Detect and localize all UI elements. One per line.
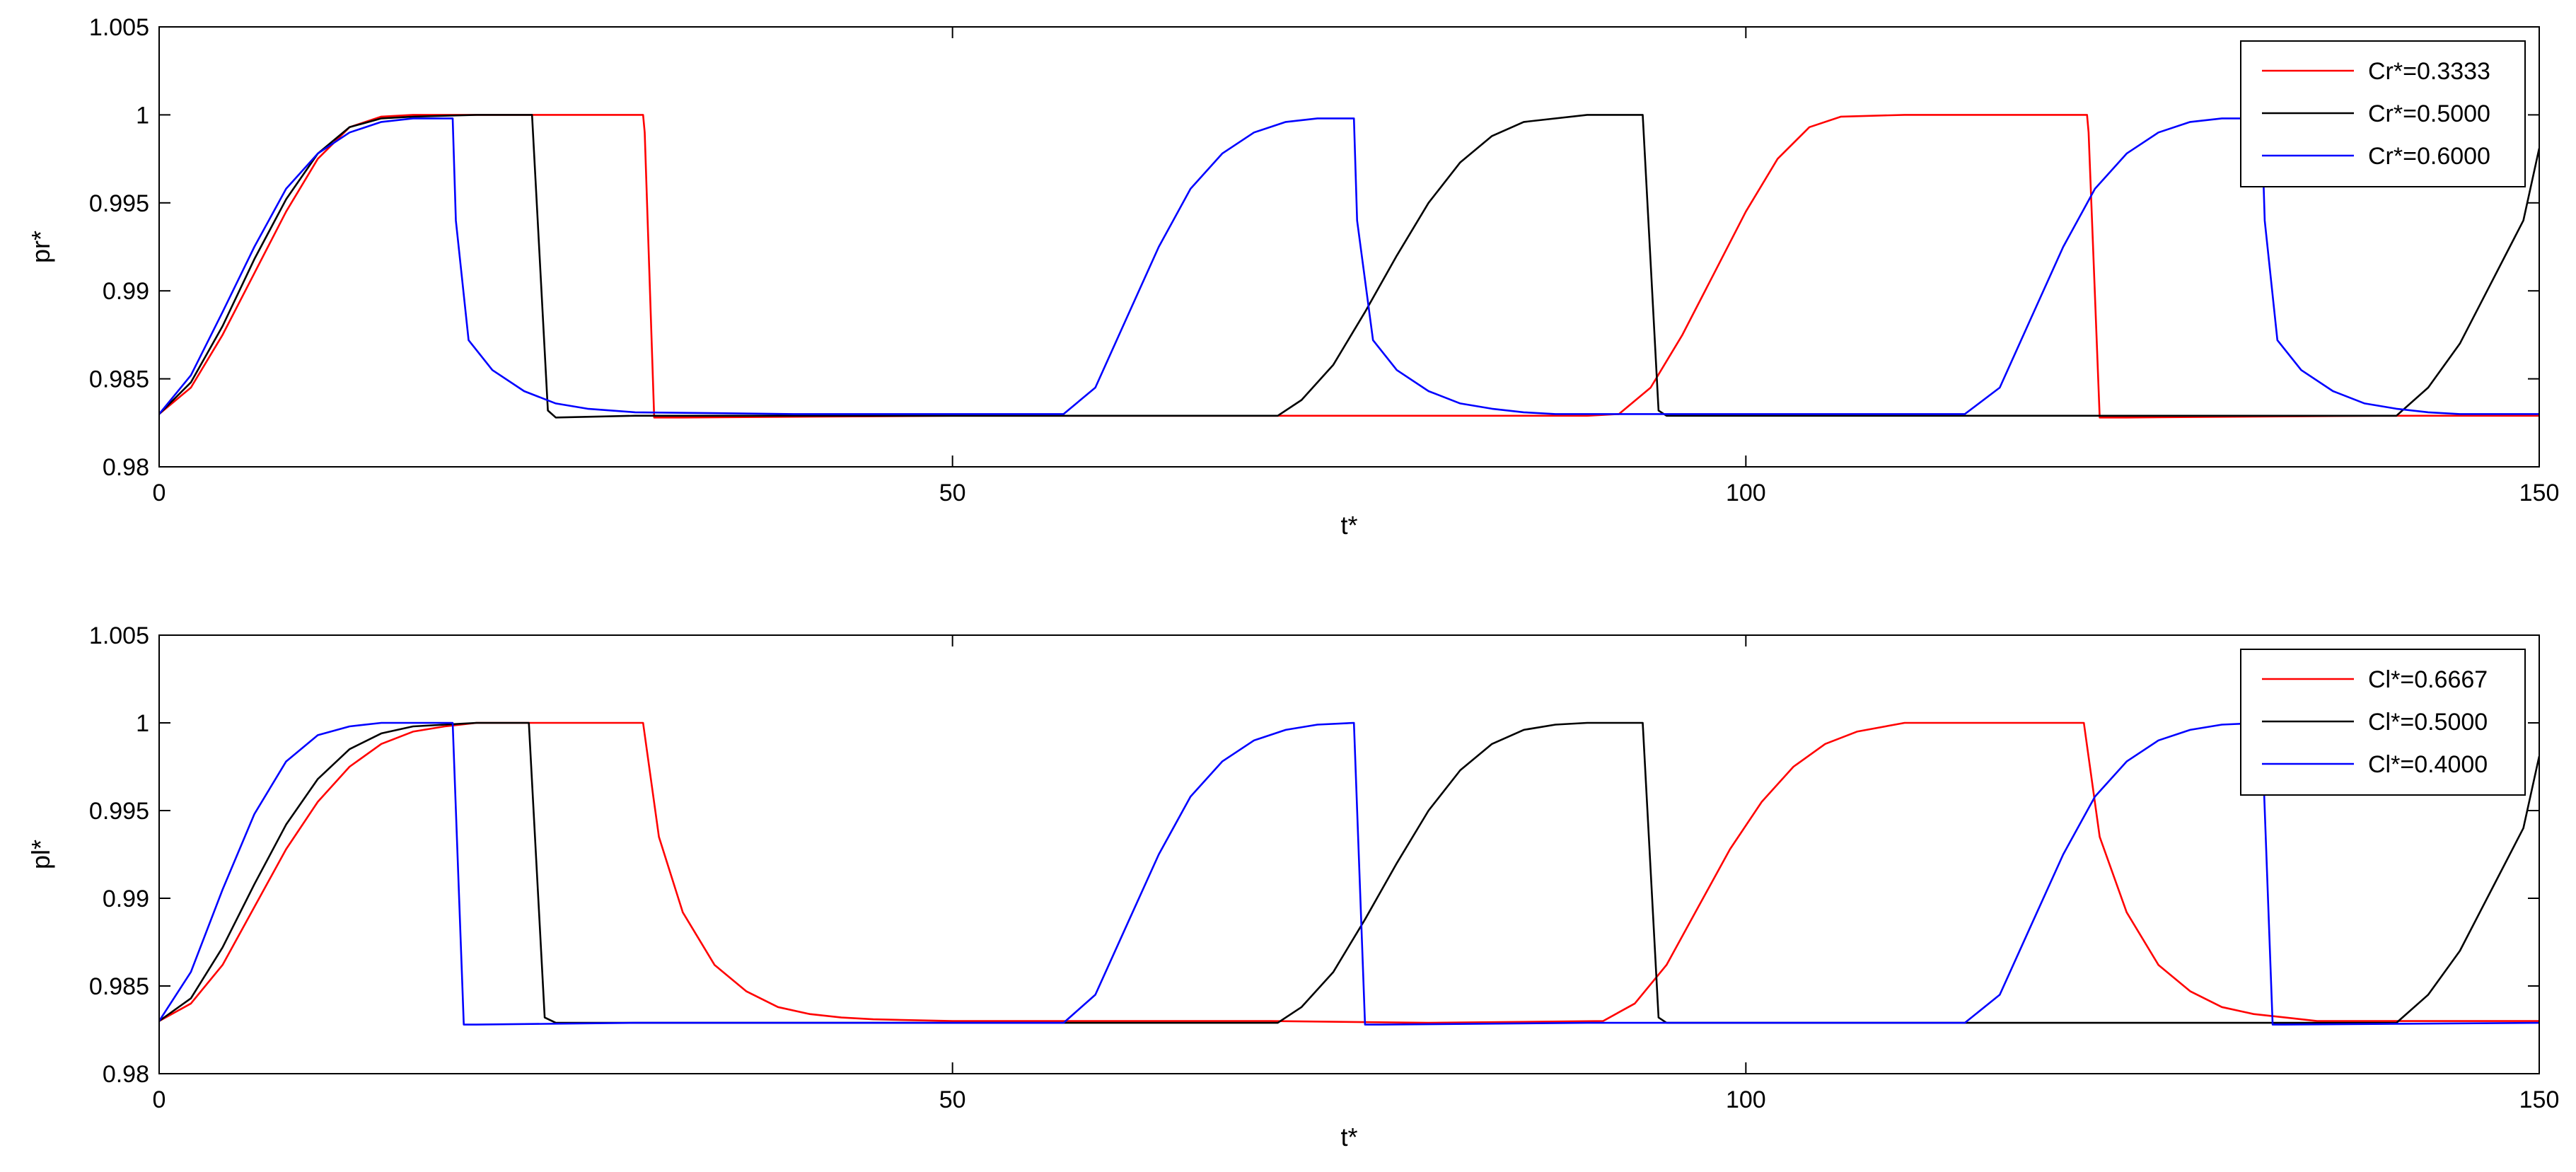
legend-label-0: Cr*=0.3333 xyxy=(2368,58,2490,85)
x-axis-label: t* xyxy=(1340,511,1357,540)
y-tick-label: 0.995 xyxy=(89,190,149,217)
y-tick-label: 0.98 xyxy=(103,1061,149,1088)
x-tick-label: 0 xyxy=(153,480,166,506)
series-line-0-0 xyxy=(159,114,2539,419)
series-line-1-1 xyxy=(159,721,2539,1024)
legend-box xyxy=(2240,40,2526,187)
x-tick-label: 0 xyxy=(153,1086,166,1113)
x-axis-label: t* xyxy=(1340,1122,1357,1151)
y-tick-label: 1.005 xyxy=(89,14,149,41)
y-tick-label: 0.995 xyxy=(89,798,149,825)
x-tick-label: 150 xyxy=(2519,1086,2560,1113)
axes-box xyxy=(158,26,2540,468)
plot-area xyxy=(159,635,2539,1074)
series-line-1-0 xyxy=(159,721,2539,1024)
series-group xyxy=(159,721,2539,1026)
y-tick-label: 0.99 xyxy=(103,886,149,912)
x-tick-label: 50 xyxy=(939,1086,966,1113)
x-tick-label: 50 xyxy=(939,480,966,506)
legend-label-0: Cl*=0.6667 xyxy=(2368,666,2488,693)
y-tick-label: 1.005 xyxy=(89,622,149,649)
x-tick-label: 150 xyxy=(2519,480,2560,506)
legend: Cl*=0.6667 Cl*=0.5000 Cl*=0.4000 xyxy=(2240,649,2526,796)
plot-area xyxy=(159,27,2539,467)
y-tick-label: 1 xyxy=(136,102,149,129)
y-tick-label: 0.98 xyxy=(103,454,149,481)
top-chart-panel: 0 50 100 150 0.98 0.985 0.99 0.995 1 1.005 t* pr* Cr… xyxy=(26,14,2559,540)
bottom-chart-panel: 0 50 100 150 0.98 0.985 0.99 0.995 1 1.005 t* pl* Cl… xyxy=(26,622,2559,1151)
x-tick-label: 100 xyxy=(1726,480,1766,506)
y-axis-label: pr* xyxy=(26,231,55,263)
y-tick-label: 0.985 xyxy=(89,366,149,393)
legend-label-2: Cr*=0.6000 xyxy=(2368,143,2490,170)
y-tick-label: 0.985 xyxy=(89,973,149,1000)
series-line-0-1 xyxy=(159,114,2539,419)
series-line-1-2 xyxy=(159,721,2539,1026)
y-axis-label: pl* xyxy=(26,840,55,869)
y-tick-label: 1 xyxy=(136,710,149,737)
legend-label-1: Cr*=0.5000 xyxy=(2368,100,2490,127)
legend-label-2: Cl*=0.4000 xyxy=(2368,751,2488,778)
axes-box xyxy=(158,634,2540,1074)
legend: Cr*=0.3333 Cr*=0.5000 Cr*=0.6000 xyxy=(2240,40,2526,187)
legend-label-1: Cl*=0.5000 xyxy=(2368,709,2488,736)
y-tick-label: 0.99 xyxy=(103,278,149,305)
x-tick-label: 100 xyxy=(1726,1086,1766,1113)
